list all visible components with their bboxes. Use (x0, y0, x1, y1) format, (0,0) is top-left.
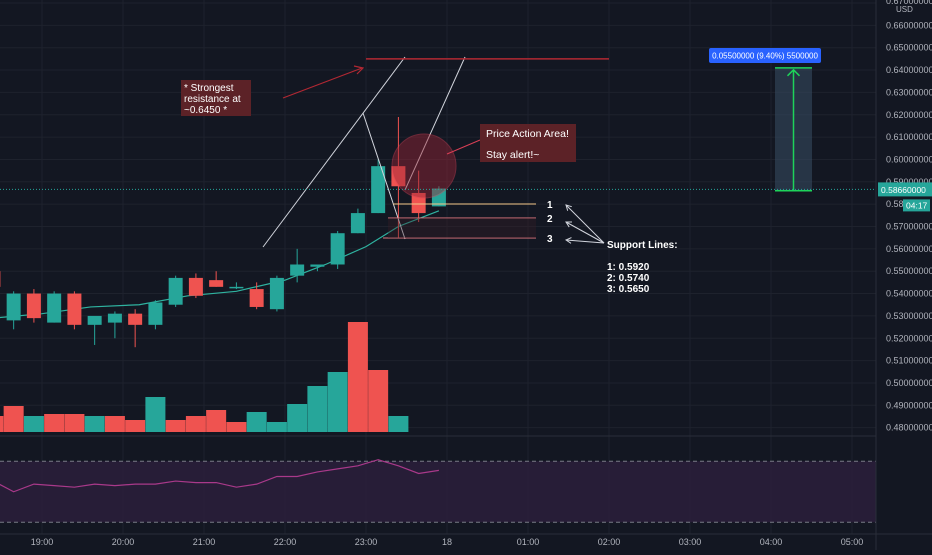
volume-bar (348, 322, 368, 432)
price-action-circle[interactable] (392, 134, 456, 198)
support-zone (388, 218, 536, 238)
time-tick-label: 04:00 (760, 537, 783, 547)
candle-body[interactable] (67, 294, 81, 325)
candle-body[interactable] (209, 280, 223, 287)
volume-bar (85, 416, 105, 432)
volume-bar (44, 414, 64, 432)
volume-bar (186, 416, 206, 432)
candle-body[interactable] (351, 213, 365, 233)
price-tick-label: 0.49000000 (886, 400, 932, 410)
price-action-subtitle: Stay alert!~ (486, 149, 539, 161)
support-title: Support Lines: (607, 240, 678, 251)
volume-bar (388, 416, 408, 432)
volume-bar (105, 416, 125, 432)
candle-body[interactable] (331, 233, 345, 264)
price-tick-label: 0.64000000 (886, 65, 932, 75)
candle-body[interactable] (108, 314, 122, 323)
price-tick-label: 0.63000000 (886, 87, 932, 97)
price-tick-label: 0.51000000 (886, 356, 932, 366)
time-tick-label: 21:00 (193, 537, 216, 547)
candle-body[interactable] (148, 302, 162, 324)
volume-bar (226, 422, 246, 432)
time-tick-label: 19:00 (31, 537, 54, 547)
candle-body[interactable] (290, 264, 304, 275)
candle-body[interactable] (229, 287, 243, 289)
time-tick-label: 23:00 (355, 537, 378, 547)
volume-bar (206, 410, 226, 432)
time-tick-label: 22:00 (274, 537, 297, 547)
volume-bar (307, 386, 327, 432)
countdown-label: 04:17 (906, 200, 928, 210)
candle-body[interactable] (169, 278, 183, 305)
candle-body[interactable] (7, 294, 21, 321)
price-tick-label: 0.62000000 (886, 110, 932, 120)
volume-bar (166, 420, 186, 432)
time-tick-label: 18 (442, 537, 452, 547)
resistance-note-text: * Strongest (184, 83, 234, 94)
candle-body[interactable] (189, 278, 203, 296)
candle-body[interactable] (270, 278, 284, 309)
volume-bar (0, 416, 3, 432)
price-action-title: Price Action Area! (486, 128, 569, 140)
price-tick-label: 0.57000000 (886, 222, 932, 232)
price-tick-label: 0.61000000 (886, 132, 932, 142)
price-tick-label: 0.48000000 (886, 423, 932, 433)
candle-body[interactable] (128, 314, 142, 325)
support-level-text: 1: 0.5920 (607, 262, 650, 273)
candle-body[interactable] (47, 294, 61, 323)
price-tick-label: 0.54000000 (886, 289, 932, 299)
time-tick-label: 01:00 (517, 537, 540, 547)
volume-bar (368, 370, 388, 432)
price-tick-label: 0.50000000 (886, 378, 932, 388)
volume-bar (328, 372, 348, 432)
measure-label: 0.05500000 (9.40%) 5500000 (712, 52, 818, 61)
currency-label: USD (896, 5, 913, 14)
support-line-number: 3 (547, 234, 553, 245)
price-tick-label: 0.66000000 (886, 20, 932, 30)
candle-body[interactable] (310, 264, 324, 266)
volume-bar (125, 420, 145, 432)
volume-bar (247, 412, 267, 432)
volume-bar (267, 422, 287, 432)
price-tick-label: 0.60000000 (886, 154, 932, 164)
support-line-number: 2 (547, 214, 553, 225)
price-tick-label: 0.53000000 (886, 311, 932, 321)
resistance-note-text: resistance at (184, 94, 241, 105)
volume-bar (24, 416, 44, 432)
last-price-label: 0.58660000 (881, 185, 926, 195)
time-tick-label: 05:00 (841, 537, 864, 547)
support-level-text: 3: 0.5650 (607, 284, 650, 295)
price-tick-label: 0.65000000 (886, 43, 932, 53)
support-level-text: 2: 0.5740 (607, 273, 650, 284)
volume-bar (4, 406, 24, 432)
price-tick-label: 0.67000000 (886, 0, 932, 6)
resistance-note-text: ~0.6450 * (184, 105, 227, 116)
price-tick-label: 0.56000000 (886, 244, 932, 254)
time-tick-label: 20:00 (112, 537, 135, 547)
candle-body[interactable] (88, 316, 102, 325)
candle-body[interactable] (250, 289, 264, 307)
volume-bar (145, 397, 165, 432)
volume-bar (64, 414, 84, 432)
volume-bar (287, 404, 307, 432)
price-tick-label: 0.55000000 (886, 266, 932, 276)
price-tick-label: 0.52000000 (886, 333, 932, 343)
support-line-number: 1 (547, 200, 553, 211)
candle-body[interactable] (27, 294, 41, 319)
time-tick-label: 02:00 (598, 537, 621, 547)
time-tick-label: 03:00 (679, 537, 702, 547)
